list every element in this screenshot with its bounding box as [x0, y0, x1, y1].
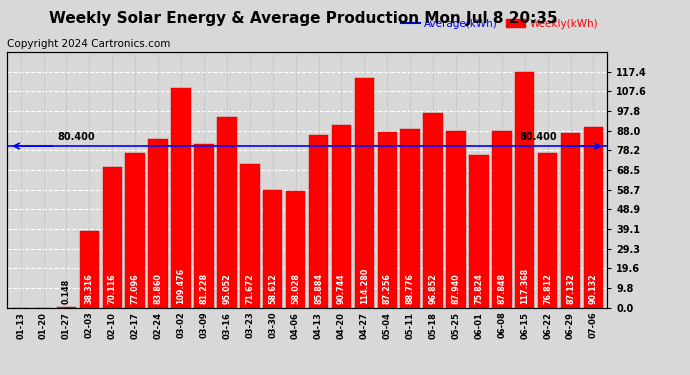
Text: 117.368: 117.368: [520, 268, 529, 305]
Text: 87.848: 87.848: [497, 273, 506, 304]
Bar: [377, 132, 397, 308]
Bar: [492, 131, 511, 308]
Text: 76.812: 76.812: [543, 274, 552, 304]
Bar: [561, 132, 580, 308]
Bar: [263, 190, 282, 308]
Bar: [308, 135, 328, 308]
Text: 95.052: 95.052: [222, 274, 231, 304]
Text: 85.884: 85.884: [314, 273, 323, 304]
Bar: [194, 144, 214, 308]
Text: Copyright 2024 Cartronics.com: Copyright 2024 Cartronics.com: [7, 39, 170, 50]
Bar: [79, 231, 99, 308]
Bar: [515, 72, 535, 308]
Text: 70.116: 70.116: [108, 274, 117, 304]
Text: 81.228: 81.228: [199, 273, 208, 304]
Bar: [103, 167, 122, 308]
Text: 80.400: 80.400: [57, 132, 95, 142]
Text: Weekly Solar Energy & Average Production Mon Jul 8 20:35: Weekly Solar Energy & Average Production…: [49, 11, 558, 26]
Bar: [538, 153, 558, 308]
Text: 75.824: 75.824: [475, 274, 484, 304]
Text: 38.316: 38.316: [85, 274, 94, 304]
Bar: [400, 129, 420, 308]
Bar: [424, 113, 443, 308]
Text: 87.132: 87.132: [566, 274, 575, 304]
Text: 0.148: 0.148: [62, 279, 71, 304]
Bar: [126, 153, 145, 308]
Bar: [584, 126, 603, 308]
Text: 109.476: 109.476: [177, 268, 186, 304]
Text: 87.940: 87.940: [451, 274, 460, 304]
Text: 58.028: 58.028: [291, 273, 300, 304]
Text: 90.132: 90.132: [589, 274, 598, 304]
Bar: [148, 139, 168, 308]
Text: 80.400: 80.400: [519, 132, 557, 142]
Text: 87.256: 87.256: [383, 274, 392, 304]
Bar: [446, 131, 466, 308]
Bar: [171, 88, 190, 308]
Text: 71.672: 71.672: [245, 274, 255, 304]
Bar: [469, 155, 489, 308]
Bar: [355, 78, 374, 308]
Text: 90.744: 90.744: [337, 274, 346, 304]
Bar: [217, 117, 237, 308]
Text: 58.612: 58.612: [268, 274, 277, 304]
Text: 83.860: 83.860: [154, 274, 163, 304]
Bar: [332, 125, 351, 308]
Text: 96.852: 96.852: [428, 274, 437, 304]
Bar: [286, 191, 306, 308]
Text: 77.096: 77.096: [130, 274, 139, 304]
Text: 88.776: 88.776: [406, 274, 415, 304]
Legend: Average(kWh), Weekly(kWh): Average(kWh), Weekly(kWh): [397, 14, 602, 33]
Text: 114.280: 114.280: [359, 268, 369, 305]
Bar: [240, 164, 259, 308]
